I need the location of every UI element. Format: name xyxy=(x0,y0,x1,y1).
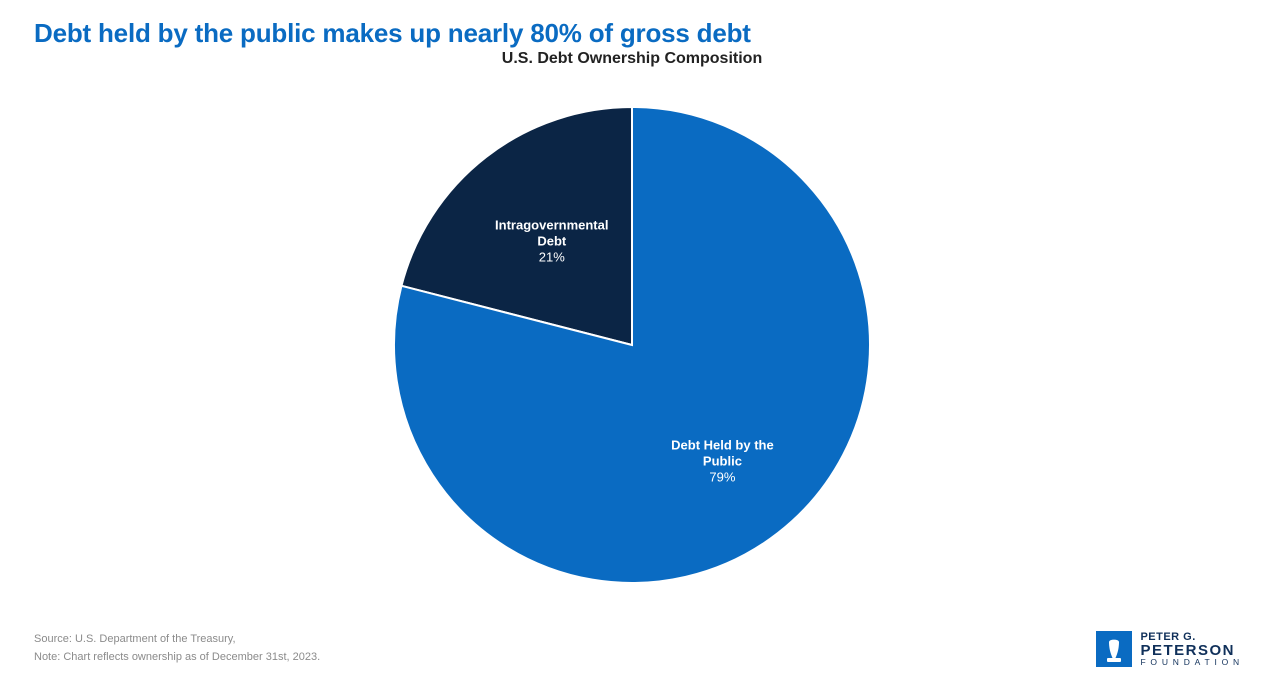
page-title: Debt held by the public makes up nearly … xyxy=(34,18,751,49)
footer-note: Note: Chart reflects ownership as of Dec… xyxy=(34,648,320,667)
chart-subtitle: U.S. Debt Ownership Composition xyxy=(0,50,1264,68)
footer-notes: Source: U.S. Department of the Treasury,… xyxy=(34,630,320,667)
brand-line3: FOUNDATION xyxy=(1140,658,1244,667)
brand-text: PETER G. PETERSON FOUNDATION xyxy=(1140,632,1244,667)
brand-line2: PETERSON xyxy=(1140,643,1244,658)
pie-svg xyxy=(392,105,872,585)
brand-logo: PETER G. PETERSON FOUNDATION xyxy=(1096,627,1244,671)
footer-source: Source: U.S. Department of the Treasury, xyxy=(34,630,320,649)
pie-chart: IntragovernmentalDebt21%Debt Held by the… xyxy=(392,105,872,585)
brand-mark-icon xyxy=(1096,631,1132,667)
